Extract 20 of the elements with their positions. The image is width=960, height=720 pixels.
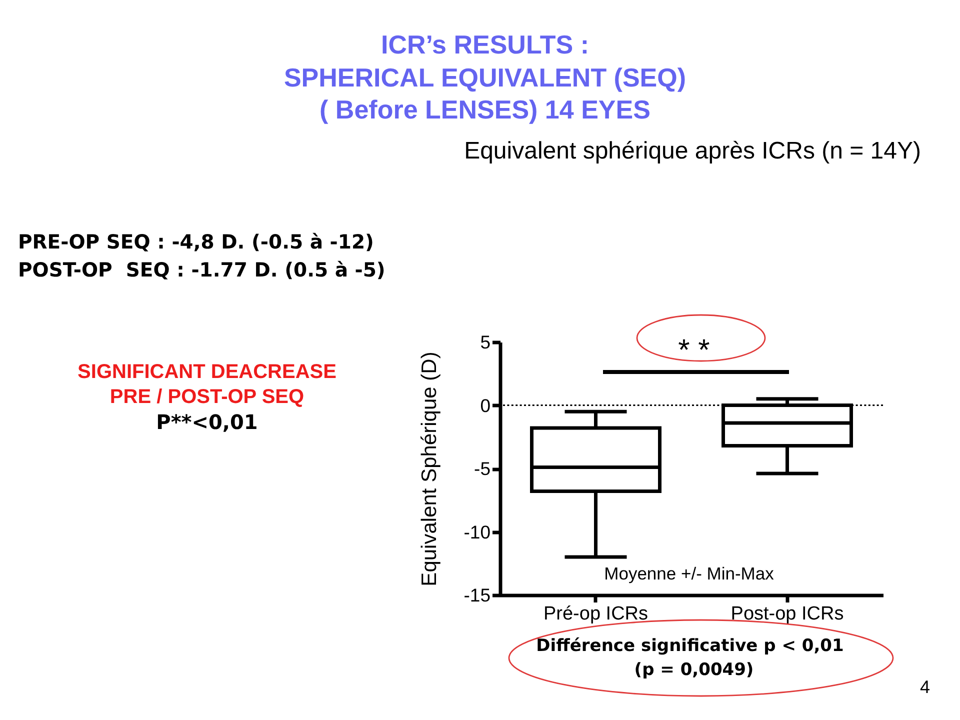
y-axis-title: Equivalent Sphérique (D) <box>418 352 441 586</box>
y-tick-label: -10 <box>464 521 490 542</box>
chart-title: ICR’s RESULTS : SPHERICAL EQUIVALENT (SEQ) ( Before LENSES) 14 EYES <box>284 28 686 126</box>
chart-subtitle: Equivalent sphérique après ICRs (n = 14Y) <box>464 138 921 166</box>
text: (p = 0,0049) <box>634 660 754 680</box>
text: PRE / POST-OP SEQ <box>110 385 304 409</box>
y-tick-label: -5 <box>474 458 490 479</box>
text: Différence significative p < 0,01 <box>536 636 844 656</box>
text: 4 <box>920 677 930 699</box>
x-tick-label: Post-op ICRs <box>730 604 844 624</box>
y-tick-label: 0 <box>480 394 490 416</box>
x-tick-label: Pré-op ICRs <box>543 604 648 624</box>
y-tick-label: 5 <box>480 332 490 352</box>
text: SIGNIFICANT DEACREASE <box>78 360 336 384</box>
text: P**<0,01 <box>156 410 258 434</box>
annotation: * * <box>678 333 710 369</box>
text: POST-OP SEQ : -1.77 D. (0.5 à -5) <box>18 258 386 282</box>
text: PRE-OP SEQ : -4,8 D. (-0.5 à -12) <box>18 230 374 254</box>
annotation: Moyenne +/- Min-Max <box>604 564 774 584</box>
y-tick-label: -15 <box>464 584 490 606</box>
